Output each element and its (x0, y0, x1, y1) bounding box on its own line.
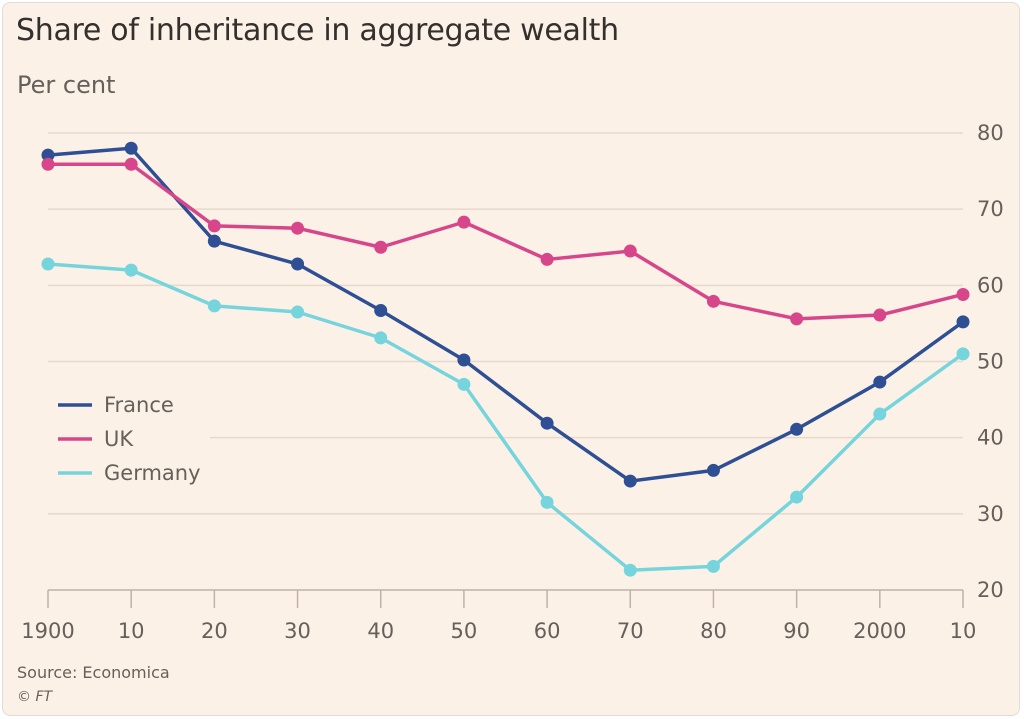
data-point-germany (207, 299, 221, 313)
x-tick-label: 30 (284, 619, 311, 643)
data-point-germany (873, 407, 887, 421)
x-tick-label: 2000 (853, 619, 906, 643)
data-point-france (41, 148, 55, 162)
data-point-france (124, 141, 138, 155)
data-point-france (873, 375, 887, 389)
legend-label-france: France (104, 393, 174, 417)
x-tick-label: 10 (950, 619, 977, 643)
y-tick-label: 70 (977, 197, 1004, 221)
data-point-france (956, 315, 970, 329)
source-note: Source: Economica (17, 663, 170, 682)
data-point-france (540, 416, 554, 430)
data-point-uk (207, 219, 221, 233)
data-point-uk (790, 312, 804, 326)
data-point-uk (457, 215, 471, 229)
data-point-germany (790, 490, 804, 504)
y-tick-label: 80 (977, 121, 1004, 145)
data-point-germany (457, 377, 471, 391)
x-tick-label: 1900 (21, 619, 74, 643)
x-tick-label: 80 (700, 619, 727, 643)
series-line-france (47, 146, 965, 483)
x-tick-label: 60 (534, 619, 561, 643)
data-point-france (623, 474, 637, 488)
y-tick-label: 50 (977, 350, 1004, 374)
data-point-germany (706, 559, 720, 573)
data-point-uk (706, 294, 720, 308)
data-point-france (374, 303, 388, 317)
y-tick-label: 60 (977, 273, 1004, 297)
data-point-france (706, 463, 720, 477)
data-point-france (291, 257, 305, 271)
x-tick-label: 20 (201, 619, 228, 643)
y-tick-label: 30 (977, 502, 1004, 526)
x-tick-label: 70 (617, 619, 644, 643)
data-point-uk (623, 244, 637, 258)
data-point-uk (873, 308, 887, 322)
data-point-germany (623, 563, 637, 577)
series-line-germany (47, 262, 965, 572)
x-tick-label: 10 (118, 619, 145, 643)
data-point-germany (41, 257, 55, 271)
data-point-france (790, 422, 804, 436)
data-point-uk (956, 287, 970, 301)
legend-label-germany: Germany (104, 461, 201, 485)
data-point-uk (41, 157, 55, 171)
data-point-germany (540, 495, 554, 509)
x-tick-label: 40 (367, 619, 394, 643)
y-tick-label: 20 (977, 578, 1004, 602)
data-point-france (457, 353, 471, 367)
data-point-uk (374, 240, 388, 254)
data-point-uk (540, 252, 554, 266)
data-point-germany (956, 347, 970, 361)
credit-note: © FT (17, 689, 53, 705)
chart-subtitle: Per cent (17, 71, 116, 99)
data-point-uk (291, 221, 305, 235)
y-tick-label: 40 (977, 426, 1004, 450)
data-point-germany (291, 305, 305, 319)
chart-title: Share of inheritance in aggregate wealth (16, 13, 619, 48)
data-point-france (207, 234, 221, 248)
data-point-germany (124, 263, 138, 277)
legend-label-uk: UK (104, 427, 134, 451)
data-point-uk (124, 157, 138, 171)
x-tick-label: 50 (451, 619, 478, 643)
data-point-germany (374, 331, 388, 345)
x-tick-label: 90 (783, 619, 810, 643)
series-line-uk (48, 162, 964, 321)
